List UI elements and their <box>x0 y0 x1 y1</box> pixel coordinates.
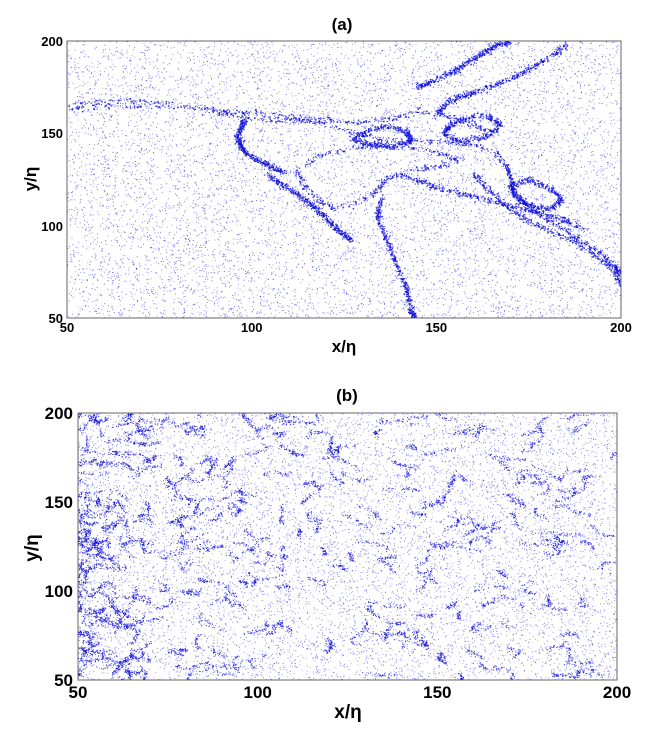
panel-a-particle-cloud <box>67 41 621 318</box>
panel-a: (a) 50 100 150 200 200 150 100 50 x/η y/… <box>21 15 632 356</box>
panel-a-label: (a) <box>332 15 353 34</box>
panel-b: (b) 50 100 150 200 200 150 100 50 x/η y/… <box>22 386 631 723</box>
panel-a-xlabel: x/η <box>332 337 357 356</box>
panel-a-xtick-100: 100 <box>241 320 263 335</box>
panel-a-ytick-50: 50 <box>49 311 63 326</box>
panel-b-xtick-50: 50 <box>69 683 88 702</box>
panel-a-ytick-150: 150 <box>41 126 63 141</box>
panel-b-xtick-150: 150 <box>423 683 451 702</box>
panel-b-xlabel: x/η <box>334 702 361 723</box>
panel-b-ytick-150: 150 <box>45 493 73 512</box>
panel-b-label: (b) <box>336 386 358 405</box>
panel-b-particles <box>78 413 617 680</box>
panel-a-particles <box>67 41 621 318</box>
panel-a-ylabel: y/η <box>21 167 40 192</box>
panel-b-xtick-200: 200 <box>603 683 631 702</box>
panel-b-ytick-100: 100 <box>45 582 73 601</box>
panel-a-ytick-100: 100 <box>41 219 63 234</box>
panel-b-ytick-50: 50 <box>54 671 73 690</box>
panel-b-ylabel: y/η <box>22 534 43 561</box>
panel-a-ytick-200: 200 <box>41 34 63 49</box>
panel-b-xtick-100: 100 <box>244 683 272 702</box>
panel-a-xtick-200: 200 <box>610 320 632 335</box>
panel-a-xtick-150: 150 <box>425 320 447 335</box>
panel-b-ytick-200: 200 <box>45 404 73 423</box>
panel-b-particle-cloud <box>78 413 617 680</box>
panel-a-xtick-50: 50 <box>60 320 74 335</box>
